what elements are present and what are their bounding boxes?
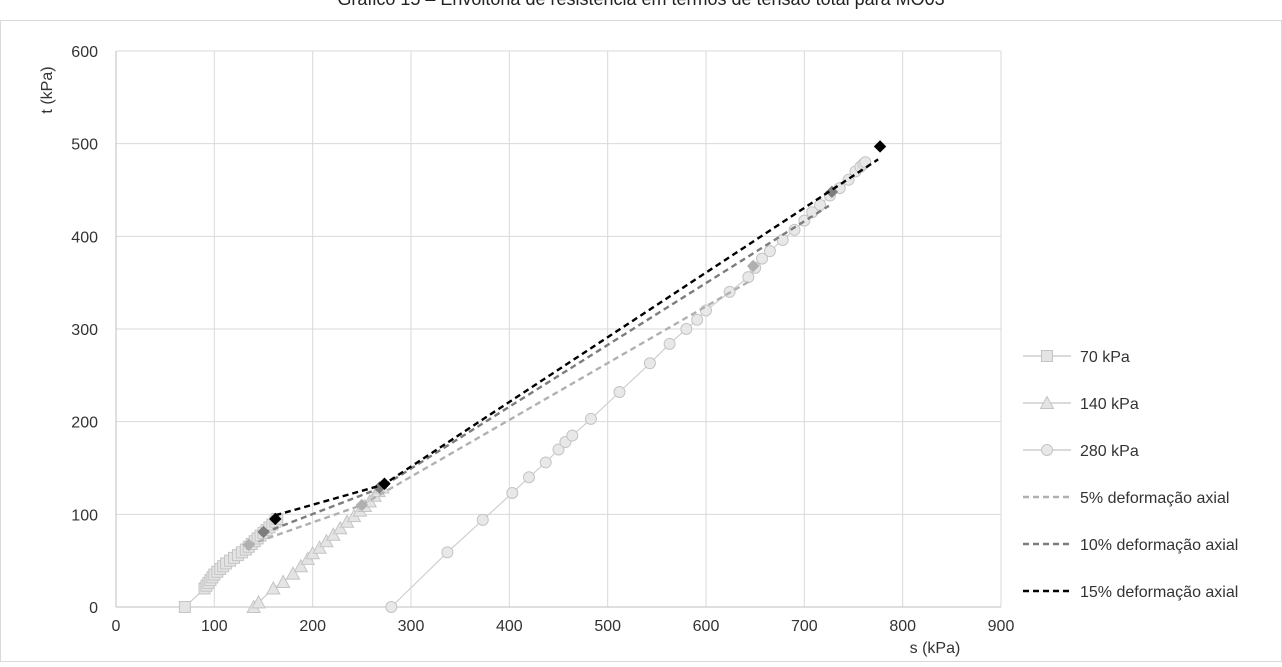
envelope-point-e5 <box>242 538 255 552</box>
envelope-point-e15 <box>873 140 887 153</box>
legend-marker <box>1041 444 1053 456</box>
x-tick-label: 300 <box>398 618 425 635</box>
data-point-s280 <box>613 386 626 399</box>
axes: 0 100 200 300 400 500 600 700 800 900 0 100 200 300 40… <box>39 44 1014 657</box>
data-point-s280 <box>385 601 398 613</box>
envelope-point-e5 <box>746 259 760 273</box>
chart-title: Gráfico 15 – Envoltória de resistência e… <box>0 0 1282 10</box>
legend: 70 kPa 140 kPa 280 kPa 5% deformação axial 1… <box>1023 349 1238 601</box>
y-axis-label: t (kPa) <box>39 66 56 113</box>
grid <box>115 50 1002 608</box>
legend-label: 140 kPa <box>1080 396 1139 413</box>
series-layer <box>178 140 887 613</box>
x-tick-label: 700 <box>791 618 818 635</box>
envelope-line-e10 <box>263 204 830 535</box>
data-point-s280 <box>523 471 535 484</box>
data-point-s140 <box>275 574 291 588</box>
y-tick-label: 300 <box>71 322 98 339</box>
data-point-s280 <box>700 304 712 317</box>
legend-label: 70 kPa <box>1080 349 1130 366</box>
data-point-s280 <box>742 271 755 284</box>
legend-marker <box>1041 350 1053 362</box>
data-point-s140 <box>285 566 301 580</box>
data-point-s280 <box>763 245 776 258</box>
y-tick-label: 400 <box>71 229 98 246</box>
x-tick-label: 200 <box>299 618 326 635</box>
legend-item-e10: 10% deformação axial <box>1023 537 1238 554</box>
data-point-s280 <box>506 487 519 500</box>
legend-label: 280 kPa <box>1080 443 1139 460</box>
legend-item-e15: 15% deformação axial <box>1023 584 1238 601</box>
x-tick-label: 400 <box>496 618 523 635</box>
data-point-s70 <box>178 601 191 613</box>
data-point-s280 <box>756 252 769 265</box>
y-tick-label: 600 <box>71 44 98 61</box>
data-point-s280 <box>776 234 789 247</box>
y-tick-label: 100 <box>71 507 98 524</box>
legend-item-e5: 5% deformação axial <box>1023 490 1229 507</box>
envelope-point-e5 <box>355 498 369 512</box>
data-point-s280 <box>814 198 827 211</box>
data-point-s280 <box>539 456 552 469</box>
x-axis-label: s (kPa) <box>910 640 961 657</box>
legend-label: 5% deformação axial <box>1080 490 1229 507</box>
data-point-s280 <box>441 546 454 559</box>
y-tick-label: 0 <box>89 600 98 617</box>
legend-marker <box>1039 395 1055 409</box>
data-point-s280 <box>566 429 579 442</box>
data-point-s280 <box>691 313 704 326</box>
x-tick-label: 800 <box>889 618 916 635</box>
legend-item-s140: 140 kPa <box>1023 395 1139 413</box>
x-tick-label: 0 <box>112 618 121 635</box>
data-point-s280 <box>552 443 565 456</box>
data-point-s280 <box>680 323 693 335</box>
data-point-s280 <box>788 223 801 236</box>
envelope-point-e15 <box>378 477 391 490</box>
series-e15 <box>269 140 887 526</box>
envelope-point-e15 <box>269 512 282 526</box>
y-tick-label: 500 <box>71 137 98 154</box>
data-point-s280 <box>584 412 597 425</box>
plot-frame <box>0 20 1282 662</box>
data-point-s140 <box>293 558 309 573</box>
series-s280 <box>385 156 872 613</box>
series-e5 <box>242 259 760 552</box>
data-point-s280 <box>643 357 656 370</box>
series-s70 <box>178 512 284 613</box>
legend-label: 15% deformação axial <box>1080 584 1238 601</box>
series-s140 <box>246 479 390 613</box>
series-e10 <box>257 185 839 539</box>
envelope-line-e15 <box>274 158 879 517</box>
x-tick-label: 600 <box>693 618 720 635</box>
legend-label: 10% deformação axial <box>1080 537 1238 554</box>
data-point-s140 <box>251 594 266 609</box>
envelope-point-e10 <box>257 525 270 539</box>
x-tick-label: 900 <box>988 618 1015 635</box>
data-point-s280 <box>476 513 489 526</box>
legend-item-s70: 70 kPa <box>1023 349 1130 366</box>
data-point-s280 <box>663 337 676 350</box>
y-tick-label: 200 <box>71 415 98 432</box>
x-tick-label: 500 <box>594 618 621 635</box>
legend-item-s280: 280 kPa <box>1023 443 1139 460</box>
x-tick-label: 100 <box>201 618 228 635</box>
